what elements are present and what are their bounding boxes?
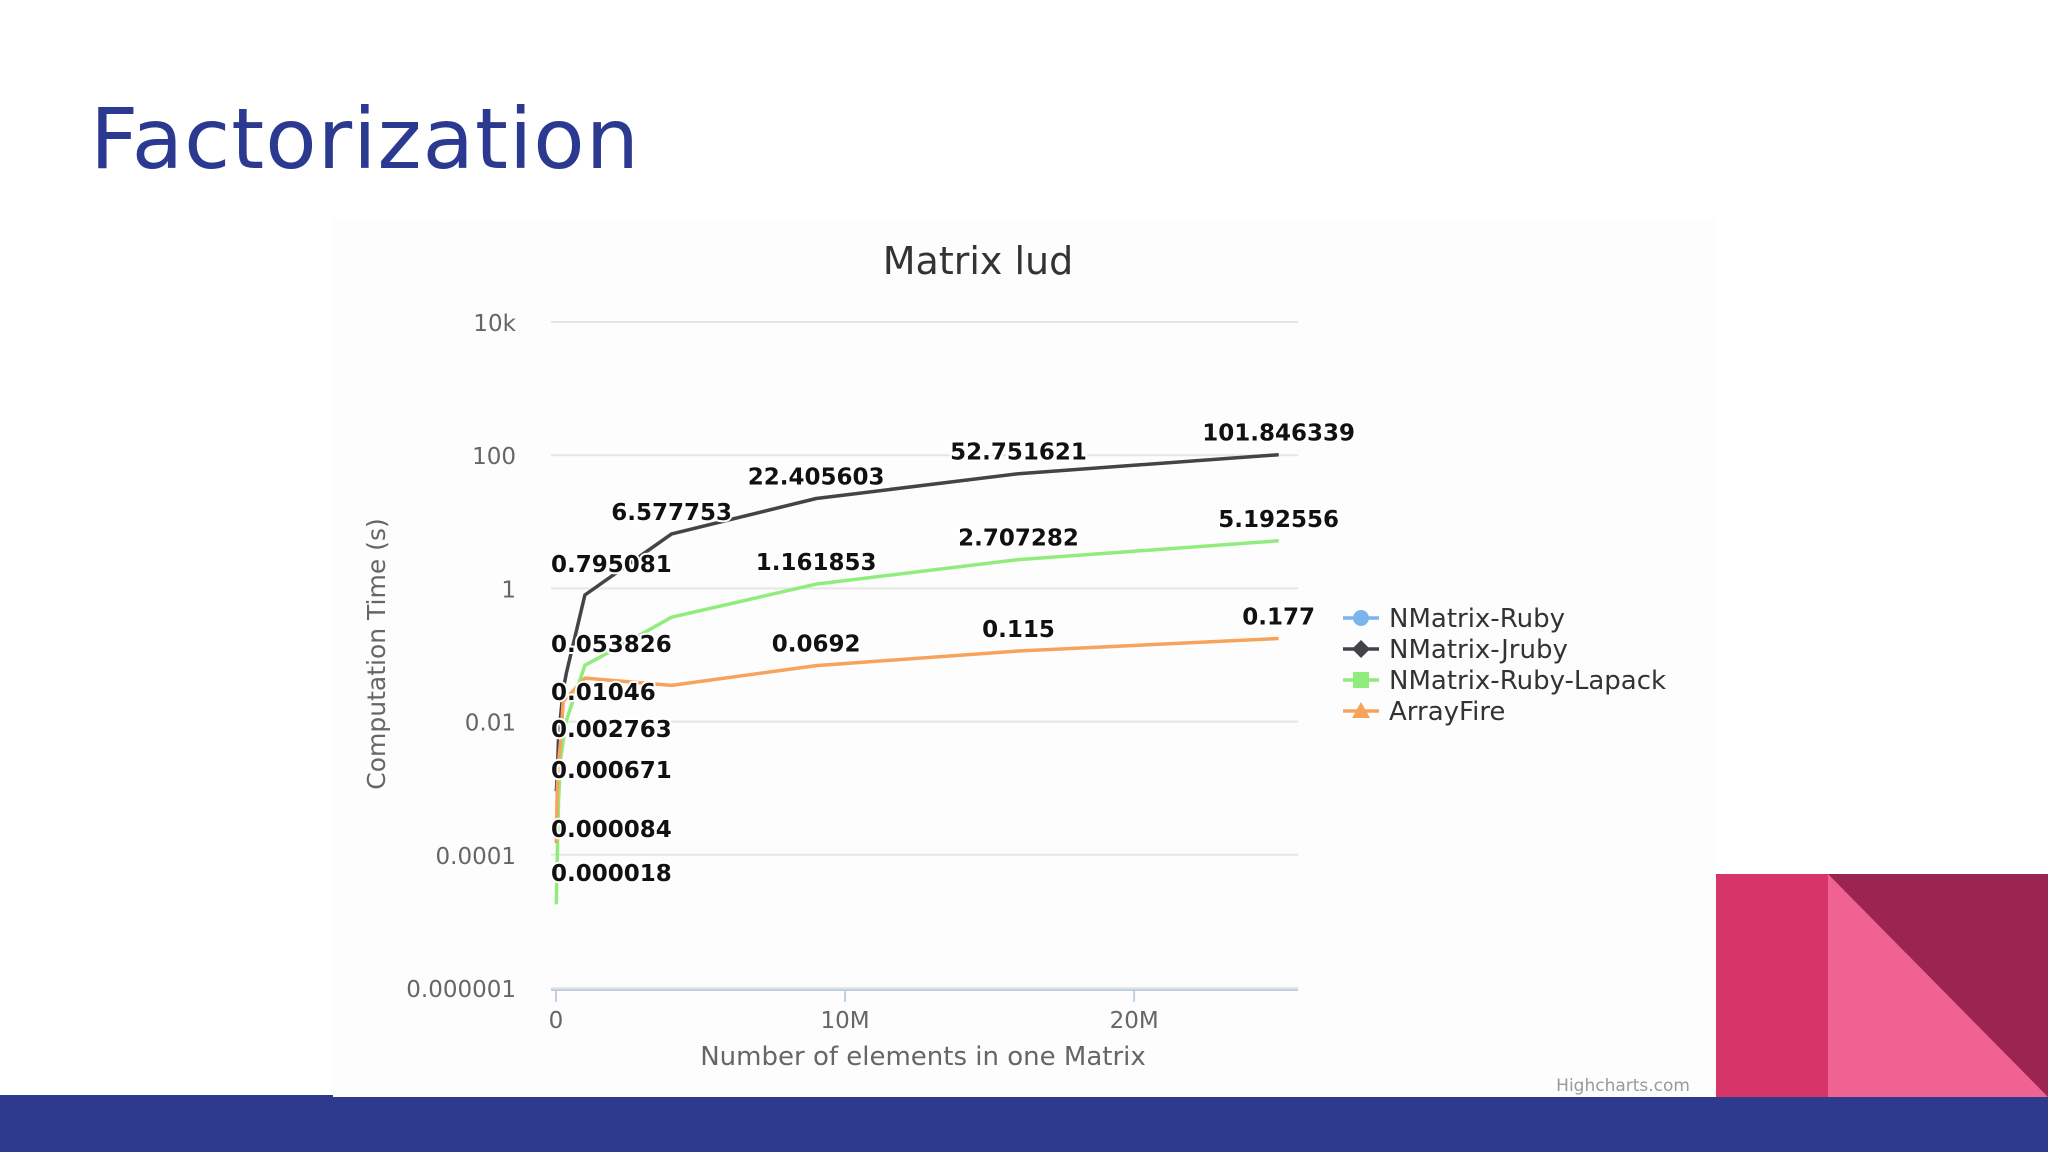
y-tick-label: 100	[472, 444, 516, 470]
legend-item-label: NMatrix-Ruby	[1389, 604, 1565, 634]
corner-magenta-block	[1716, 874, 1828, 1097]
data-label: 6.577753	[611, 500, 732, 526]
y-tick-label: 0.000001	[406, 977, 516, 1003]
highcharts-credit: Highcharts.com	[1556, 1076, 1690, 1096]
chart-panel: Matrix lud 10k 100 1 0.01 0.0001 0.000001 0 10M 2…	[333, 218, 1716, 1104]
y-axis-title: Computation Time (s)	[362, 518, 391, 789]
x-tick-label: 10M	[821, 1008, 870, 1034]
y-tick-label: 0.01	[465, 711, 516, 737]
data-label: 0.000018	[551, 861, 672, 887]
y-tick-label: 1	[501, 577, 516, 603]
x-tick-label: 20M	[1110, 1008, 1159, 1034]
x-axis-title: Number of elements in one Matrix	[700, 1042, 1146, 1072]
data-label: 5.192556	[1218, 507, 1339, 533]
slide-title: Factorization	[90, 90, 640, 188]
corner-dark-triangle	[1828, 874, 2048, 1097]
y-tick-label: 0.0001	[436, 844, 516, 870]
chart-title: Matrix lud	[883, 239, 1073, 283]
data-label: 0.115	[982, 617, 1055, 643]
data-label: 0.0692	[772, 632, 861, 658]
corner-decoration	[1716, 874, 2048, 1097]
data-label: 101.846339	[1202, 421, 1355, 447]
data-label: 0.053826	[551, 632, 672, 658]
data-label: 0.01046	[551, 680, 656, 706]
legend-triangle-icon	[1352, 702, 1370, 718]
legend-square-icon	[1353, 672, 1369, 688]
legend-item-label: NMatrix-Ruby-Lapack	[1389, 666, 1666, 696]
legend-item-label: NMatrix-Jruby	[1389, 635, 1568, 665]
data-label: 0.177	[1242, 604, 1315, 630]
data-label: 0.000671	[551, 758, 672, 784]
data-label: 1.161853	[756, 550, 877, 576]
data-label: 0.002763	[551, 717, 672, 743]
x-tick-label: 0	[549, 1008, 564, 1034]
series-line-arrayfire	[554, 636, 1279, 844]
y-tick-label: 10k	[473, 311, 516, 337]
data-label: 0.000084	[551, 817, 672, 843]
chart-svg: Matrix lud 10k 100 1 0.01 0.0001 0.000001 0 10M 2…	[362, 239, 1690, 1096]
data-label: 52.751621	[950, 440, 1087, 466]
legend-circle-icon	[1353, 610, 1369, 626]
legend-diamond-icon	[1352, 640, 1370, 658]
bottom-bar	[0, 1097, 2048, 1152]
legend-item-label: ArrayFire	[1389, 697, 1505, 727]
data-label: 22.405603	[748, 464, 885, 490]
data-label: 0.795081	[551, 552, 672, 578]
data-label: 2.707282	[958, 526, 1079, 552]
